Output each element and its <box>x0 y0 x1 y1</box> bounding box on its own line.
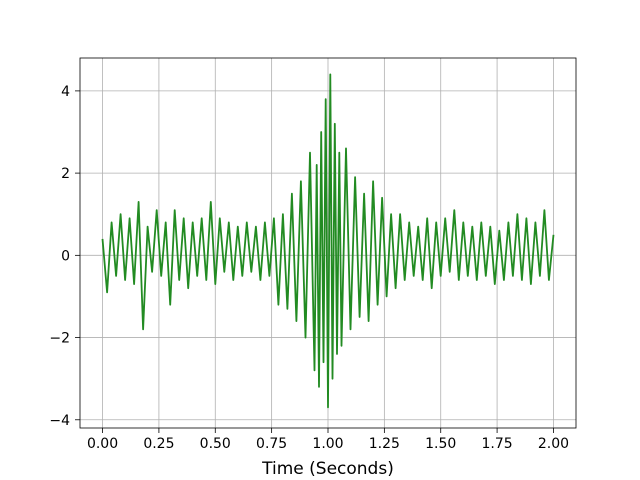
x-axis-title: Time (Seconds) <box>261 459 394 479</box>
y-tick-label: −2 <box>49 331 70 347</box>
x-tick-label: 1.50 <box>425 436 456 452</box>
x-tick-label: 0.75 <box>256 436 287 452</box>
series-line <box>101 73 555 409</box>
x-tick-label: 1.00 <box>312 436 343 452</box>
x-tick-label: 0.25 <box>143 436 174 452</box>
y-tick-label: 0 <box>61 248 70 264</box>
y-tick-label: 4 <box>61 84 70 100</box>
x-tick-label: 0.50 <box>200 436 231 452</box>
y-tick-label: −4 <box>49 413 70 429</box>
x-tick-label: 1.25 <box>369 436 400 452</box>
x-tick-label: 1.75 <box>482 436 513 452</box>
y-tick-label: 2 <box>61 166 70 182</box>
x-tick-label: 2.00 <box>538 436 569 452</box>
y-axis-ticks: −4 −2 0 2 4 <box>49 84 80 429</box>
x-axis-ticks: 0.00 0.25 0.50 0.75 1.00 1.25 1.50 1.75 2.00 <box>87 428 569 452</box>
x-tick-label: 0.00 <box>87 436 118 452</box>
series-layer <box>101 73 555 409</box>
